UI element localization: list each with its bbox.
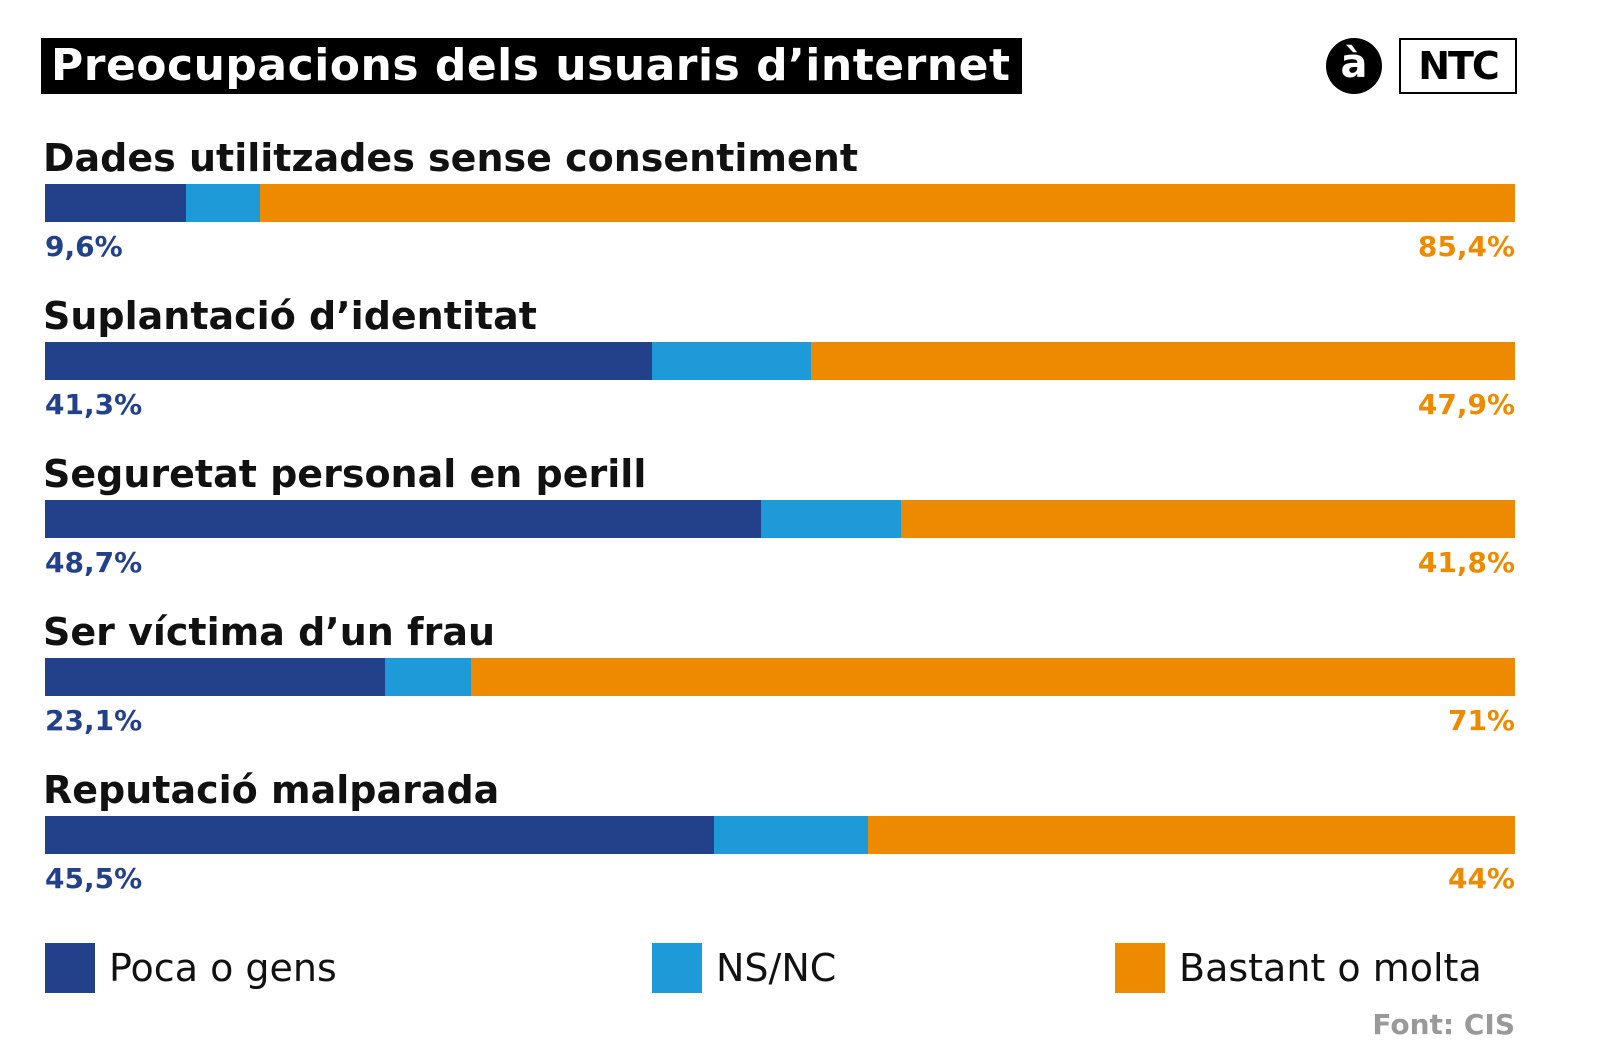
legend-label: NS/NC [716,946,837,990]
data-label-bastant: 44% [1447,862,1515,895]
stacked-bar [45,500,1515,538]
data-label-bastant: 85,4% [1417,230,1515,263]
chart-title: Preocupacions dels usuaris d’internet [41,38,1023,94]
data-label-bastant: 71% [1447,704,1515,737]
bar-segment-poca [45,816,714,854]
stacked-bar [45,184,1515,222]
chart-row: Seguretat personal en perill 48,7% 41,8% [0,452,1600,624]
bar-segment-nsnc [760,500,901,538]
category-label: Ser víctima d’un frau [43,610,496,654]
legend-swatch-poca [45,943,95,993]
bar-segment-nsnc [384,658,472,696]
a-logo: à [1326,38,1382,94]
data-label-poca: 23,1% [45,704,143,737]
data-label-poca: 48,7% [45,546,143,579]
chart-row: Reputació malparada 45,5% 44% [0,768,1600,940]
chart-row: Dades utilitzades sense consentiment 9,6… [0,136,1600,308]
chart-row: Ser víctima d’un frau 23,1% 71% [0,610,1600,782]
legend-item-nsnc: NS/NC [652,943,836,993]
category-label: Seguretat personal en perill [43,452,647,496]
legend-swatch-nsnc [652,943,702,993]
bar-segment-nsnc [652,342,811,380]
category-label: Reputació malparada [43,768,500,812]
data-label-bastant: 41,8% [1417,546,1515,579]
legend-item-bastant: Bastant o molta [1115,943,1482,993]
ntc-logo: NTC [1399,38,1517,94]
legend-label: Bastant o molta [1179,946,1482,990]
bar-segment-bastant [868,816,1515,854]
data-label-poca: 9,6% [45,230,123,263]
bar-segment-poca [45,500,761,538]
data-label-poca: 45,5% [45,862,143,895]
bar-segment-nsnc [713,816,869,854]
stacked-bar [45,342,1515,380]
legend-item-poca: Poca o gens [45,943,337,993]
bar-segment-poca [45,658,385,696]
category-label: Dades utilitzades sense consentiment [43,136,859,180]
category-label: Suplantació d’identitat [43,294,537,338]
bar-segment-nsnc [186,184,260,222]
data-label-poca: 41,3% [45,388,143,421]
bar-segment-bastant [900,500,1515,538]
stacked-bar [45,816,1515,854]
chart-row: Suplantació d’identitat 41,3% 47,9% [0,294,1600,466]
bar-segment-bastant [259,184,1515,222]
stacked-bar [45,658,1515,696]
bar-segment-bastant [471,658,1515,696]
bar-segment-poca [45,184,187,222]
bar-segment-poca [45,342,653,380]
legend-label: Poca o gens [109,946,337,990]
data-label-bastant: 47,9% [1417,388,1515,421]
source-note: Font: CIS [1372,1008,1515,1041]
bar-segment-bastant [810,342,1515,380]
legend-swatch-bastant [1115,943,1165,993]
